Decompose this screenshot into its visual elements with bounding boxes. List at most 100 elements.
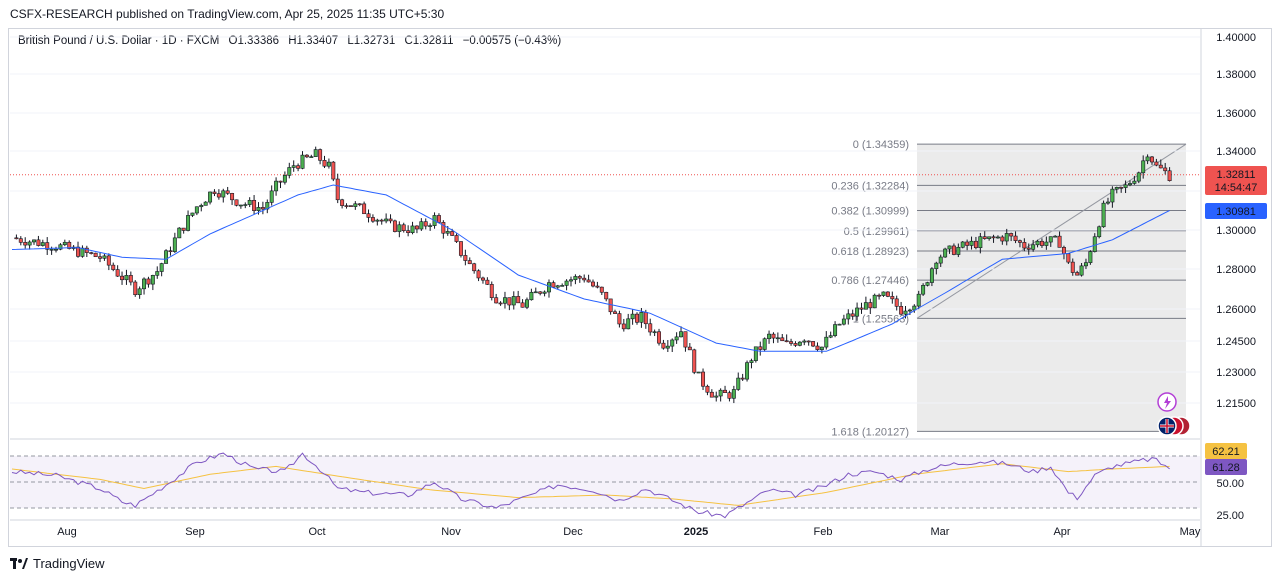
candle-up [547,279,551,298]
candle-down [687,343,692,351]
time-tick-label: Aug [57,526,77,538]
candle-body [789,341,794,344]
candle-up [736,372,741,391]
candle-body [1145,156,1150,162]
candle-down [868,298,873,315]
candle-body [727,392,732,399]
candle-down [89,251,94,255]
ma-value-badge: 1.30981 [1205,203,1267,219]
candle-up [846,309,851,325]
candle-body [1075,272,1080,276]
candle-up [749,358,754,369]
candle-down [111,262,116,272]
candle-body [489,284,494,298]
candle-up [124,269,129,285]
candle-up [397,221,402,238]
candle-up [696,371,701,374]
candle-body [709,391,714,398]
candle-up [837,323,842,326]
candle-up [203,201,208,206]
candle-body [216,193,221,198]
candle-body [965,241,970,246]
candle-body [133,281,138,296]
tradingview-brand[interactable]: TradingView [10,556,105,571]
candle-down [551,280,556,288]
time-tick-label: Sep [185,526,205,538]
candle-up [353,201,358,210]
candle-body [626,318,631,330]
candle-body [18,238,23,243]
candle-body [1136,172,1141,182]
ohlc-change: −0.00575 (−0.43%) [462,35,562,47]
price-tick-label: 1.26000 [1216,304,1256,316]
candle-body [23,242,28,246]
candle-down [485,277,490,285]
candle-body [806,340,811,343]
candle-up [313,146,318,157]
candle-body [855,307,860,317]
candle-up [1101,200,1106,228]
candle-up [1123,180,1128,194]
fibonacci-retracement[interactable]: 0 (1.34359) 0.236 (1.32284) 0.382 (1.30999… [831,139,1187,438]
candle-down [348,205,353,207]
country-flags-icon[interactable] [1157,416,1191,436]
candle-body [890,296,895,300]
candle-down [577,274,582,283]
candle-down [436,213,441,223]
candle-down [476,269,481,282]
candle-down [793,341,798,347]
brand-label: TradingView [33,556,105,571]
candle-body [692,349,697,373]
candle-up [907,308,912,315]
rsi-ma-badge-bg [1205,443,1247,459]
fib-level-label: 0.5 (1.29961) [844,226,909,238]
candle-body [494,297,499,304]
candle-body [995,236,1000,239]
candle-up [287,162,292,179]
candle-body [225,190,230,194]
lightning-icon[interactable] [1157,392,1177,412]
candle-down [1022,238,1027,252]
candle-body [291,165,296,168]
candle-body [40,242,45,246]
candle-down [234,199,239,207]
candle-down [472,262,477,274]
candle-down [212,189,217,197]
candle-body [1132,180,1137,184]
candle-body [256,207,261,211]
candle-down [727,390,732,402]
candle-body [687,346,692,351]
candle-up [1141,155,1146,179]
candle-up [384,213,389,224]
candle-down [780,333,785,342]
candle-up [767,330,772,344]
candle-body [150,275,155,285]
candle-down [1066,253,1071,264]
symbol-name[interactable]: British Pound / U.S. Dollar · 1D · FXCM [18,35,220,47]
chart-icons[interactable] [1157,392,1191,436]
candle-down [811,340,816,348]
candle-body [635,313,639,323]
candle-down [423,218,428,230]
candle-up [502,291,507,309]
candle-body [49,248,54,251]
candle-body [1114,187,1119,190]
ma-value-badge-text: 1.30981 [1216,206,1256,218]
candle-down [784,334,789,343]
candle-up [934,261,939,275]
candle-body [648,323,653,333]
candle-body [146,278,151,285]
candle-body [1070,261,1075,273]
candle-up [102,253,107,261]
candle-down [951,243,956,256]
candle-up [573,274,578,285]
candle-up [679,326,684,338]
candle-body [925,282,930,286]
candle-body [252,199,257,211]
candle-up [282,171,287,185]
candle-up [833,321,838,338]
rsi-line [11,452,1170,519]
symbol-legend[interactable]: British Pound / U.S. Dollar · 1D · FXCM … [18,35,567,47]
